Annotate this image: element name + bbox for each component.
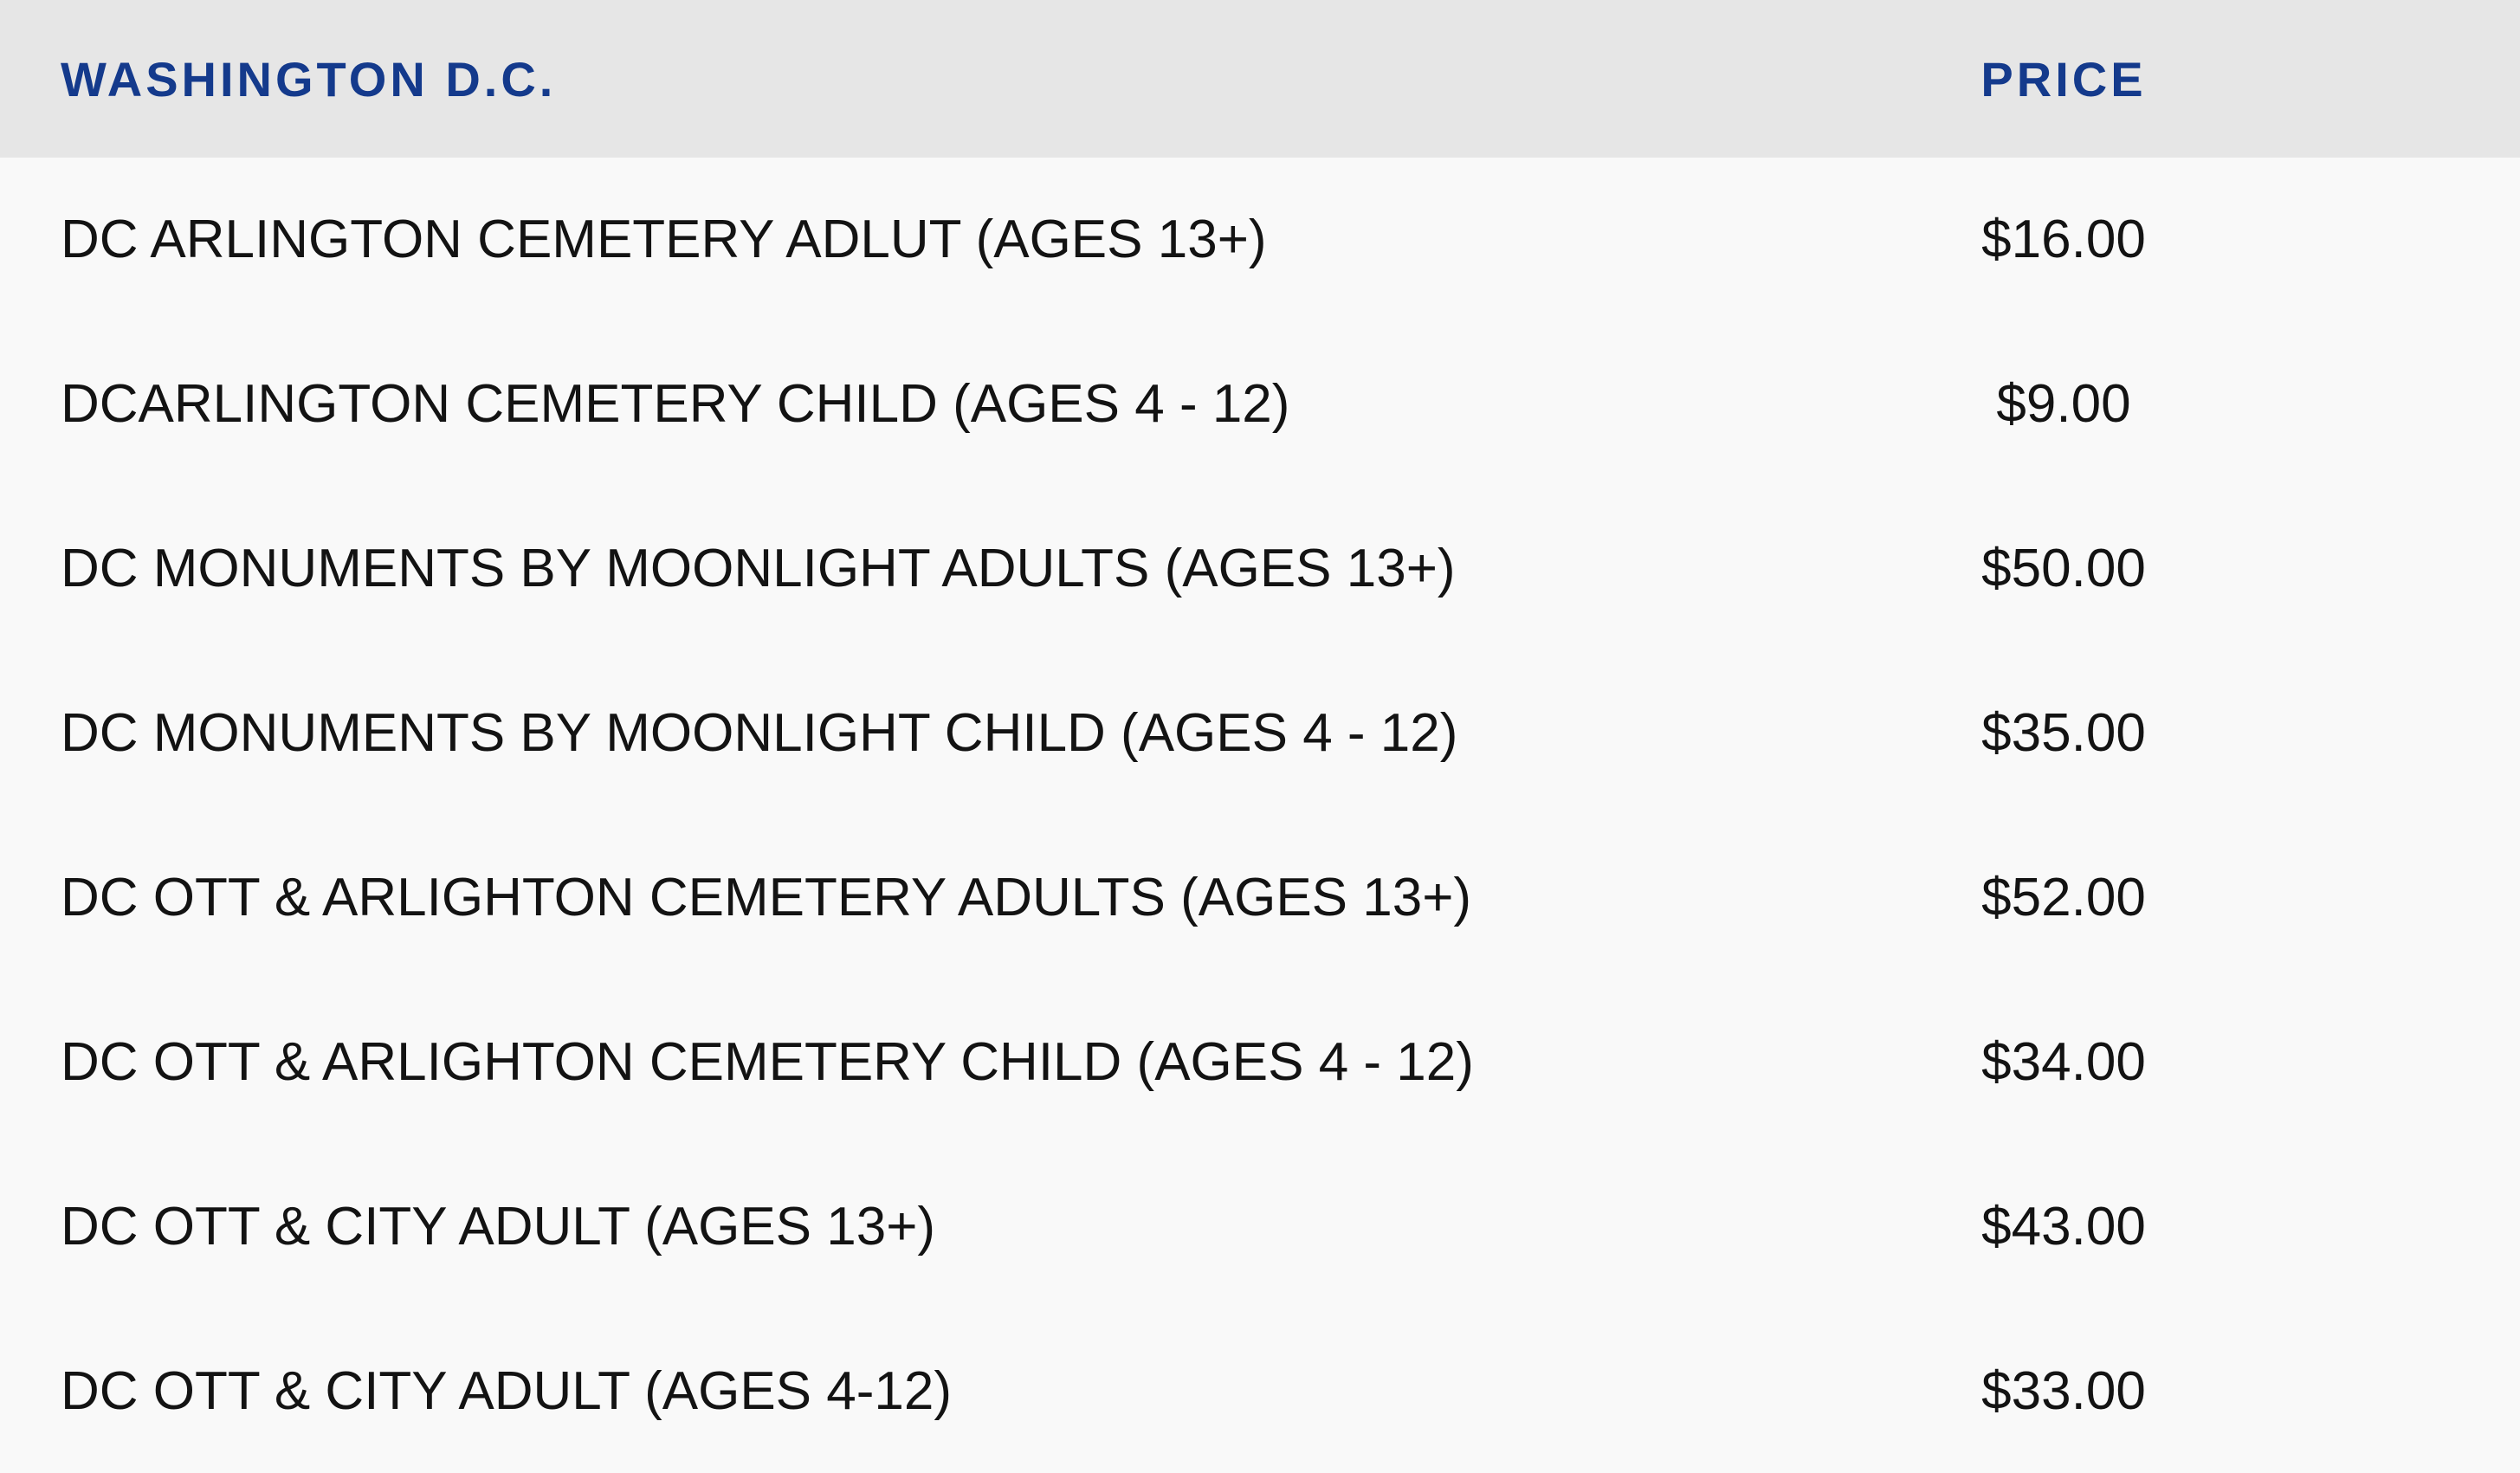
tour-price: $43.00 xyxy=(1981,1196,2146,1257)
table-row: DC OTT & ARLIGHTON CEMETERY CHILD (AGES … xyxy=(0,979,2520,1145)
tour-name: DC OTT & ARLIGHTON CEMETERY CHILD (AGES … xyxy=(61,1031,1474,1092)
tour-name: DC OTT & ARLIGHTON CEMETERY ADULTS (AGES… xyxy=(61,867,1472,927)
tour-price: $52.00 xyxy=(1981,867,2146,927)
tour-price: $34.00 xyxy=(1981,1031,2146,1092)
table-row: DC OTT & ARLIGHTON CEMETERY ADULTS (AGES… xyxy=(0,815,2520,980)
tour-price: $9.00 xyxy=(1996,374,2131,435)
table-row: DCARLINGTON CEMETERY CHILD (AGES 4 - 12)… xyxy=(0,321,2520,487)
tour-name: DC ARLINGTON CEMETERY ADLUT (AGES 13+) xyxy=(61,210,1267,270)
tour-name: DC OTT & CITY ADULT (AGES 4-12) xyxy=(61,1360,952,1421)
tour-price: $50.00 xyxy=(1981,539,2146,599)
tour-name: DC OTT & CITY ADULT (AGES 13+) xyxy=(61,1196,936,1257)
table-row: DC MONUMENTS BY MOONLIGHT CHILD (AGES 4 … xyxy=(0,650,2520,816)
tour-price: $35.00 xyxy=(1981,703,2146,764)
table-row: DC MONUMENTS BY MOONLIGHT ADULTS (AGES 1… xyxy=(0,486,2520,651)
tour-price: $16.00 xyxy=(1981,210,2146,270)
tour-name: DC MONUMENTS BY MOONLIGHT CHILD (AGES 4 … xyxy=(61,703,1458,764)
table-row: DC OTT & CITY ADULT (AGES 13+) $43.00 xyxy=(0,1144,2520,1309)
tour-price: $33.00 xyxy=(1981,1360,2146,1421)
column-header-washington-dc: WASHINGTON D.C. xyxy=(61,51,557,107)
table-header-row: WASHINGTON D.C. PRICE xyxy=(0,0,2520,158)
table-row: DC OTT & CITY ADULT (AGES 4-12) $33.00 xyxy=(0,1308,2520,1473)
column-header-price: PRICE xyxy=(1980,51,2147,107)
tour-name: DCARLINGTON CEMETERY CHILD (AGES 4 - 12) xyxy=(61,374,1290,435)
tour-name: DC MONUMENTS BY MOONLIGHT ADULTS (AGES 1… xyxy=(61,539,1456,599)
table-row: DC ARLINGTON CEMETERY ADLUT (AGES 13+) $… xyxy=(0,158,2520,322)
price-table-body: DC ARLINGTON CEMETERY ADLUT (AGES 13+) $… xyxy=(0,158,2520,1473)
